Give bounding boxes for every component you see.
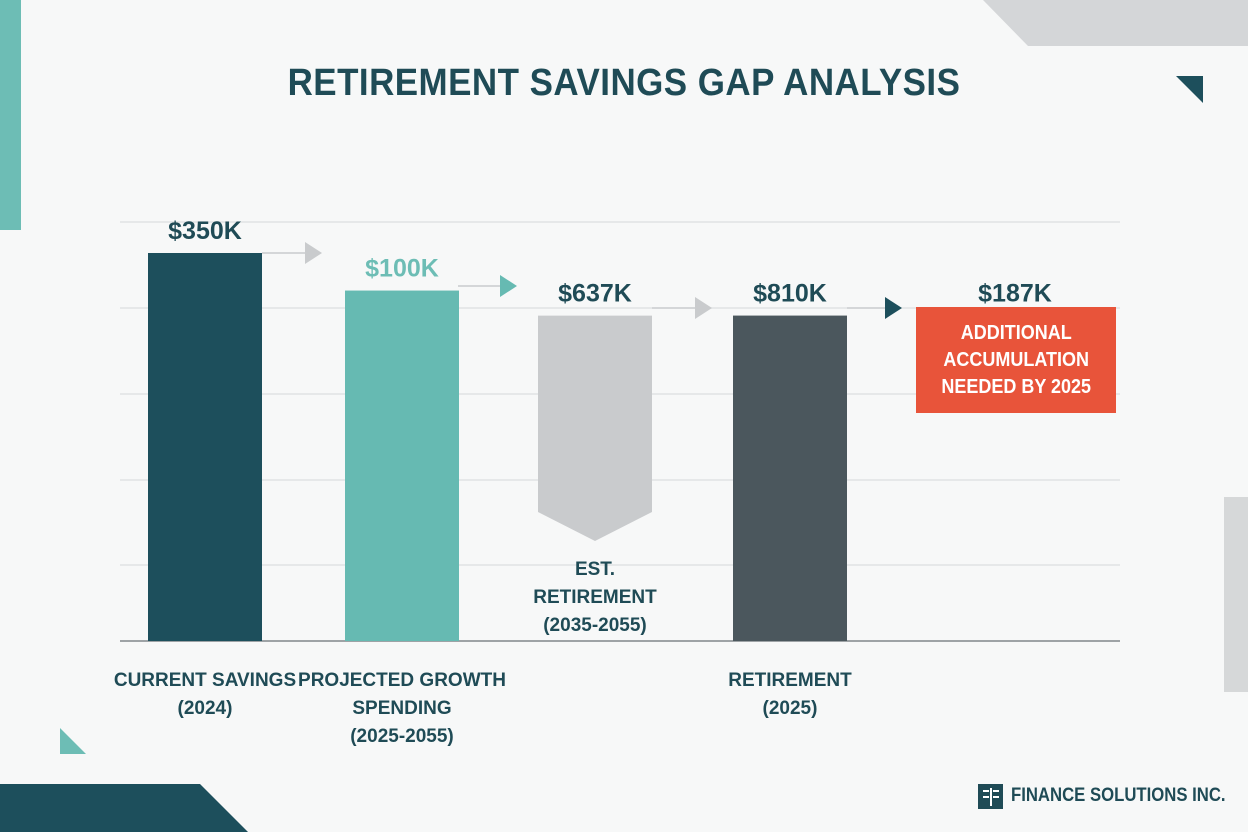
- page-title: RETIREMENT SAVINGS GAP ANALYSIS: [287, 62, 961, 104]
- category-label-2-1: RETIREMENT: [533, 587, 657, 608]
- chart-bars: [148, 253, 847, 641]
- value-label-1: $100K: [365, 255, 439, 283]
- brand: FINANCE SOLUTIONS INC.: [978, 783, 1248, 809]
- decor-right-bar: [1224, 497, 1248, 692]
- chart-labels: $350K CURRENT SAVINGS (2024) $100K PROJECTED…: [114, 217, 1052, 747]
- gap-note-line-3: NEEDED BY 2025: [941, 375, 1091, 398]
- flow-arrow-icon-1: [500, 275, 517, 297]
- category-label-1-2: (2025-2055): [350, 726, 454, 747]
- bar-2: [538, 315, 652, 541]
- value-label-2: $637K: [558, 280, 632, 308]
- decor-left-bar: [0, 0, 21, 230]
- value-label-3: $810K: [753, 280, 827, 308]
- category-label-1-0: PROJECTED GROWTH: [298, 670, 506, 691]
- decor-bottom-left-shape: [0, 784, 248, 832]
- category-label-0-1: (2024): [178, 698, 233, 719]
- category-label-1-1: SPENDING: [352, 698, 451, 719]
- value-label-0: $350K: [168, 217, 242, 245]
- decor-top-right-shape: [983, 0, 1248, 46]
- gap-note-line-1: ADDITIONAL: [960, 321, 1072, 344]
- gap-note-line-2: ACCUMULATION: [943, 348, 1089, 371]
- flow-arrow-icon-2: [695, 297, 712, 319]
- brand-name: FINANCE SOLUTIONS INC.: [1011, 785, 1226, 806]
- bar-0: [148, 253, 262, 641]
- bar-3: [733, 315, 847, 641]
- category-label-3-1: (2025): [763, 698, 818, 719]
- finance-logo-icon: [978, 783, 1003, 809]
- value-label-4: $187K: [978, 280, 1052, 308]
- flow-arrow-icon-0: [305, 242, 322, 264]
- flow-arrow-icon-3: [885, 297, 902, 319]
- category-label-3-0: RETIREMENT: [728, 670, 852, 691]
- gap-note-box: ADDITIONAL ACCUMULATION NEEDED BY 2025: [916, 307, 1116, 413]
- category-label-2-0: EST.: [575, 559, 615, 580]
- chart-flow-arrows: [262, 242, 902, 319]
- bar-1: [345, 290, 459, 641]
- category-label-0-0: CURRENT SAVINGS: [114, 670, 296, 691]
- category-label-2-2: (2035-2055): [543, 615, 647, 636]
